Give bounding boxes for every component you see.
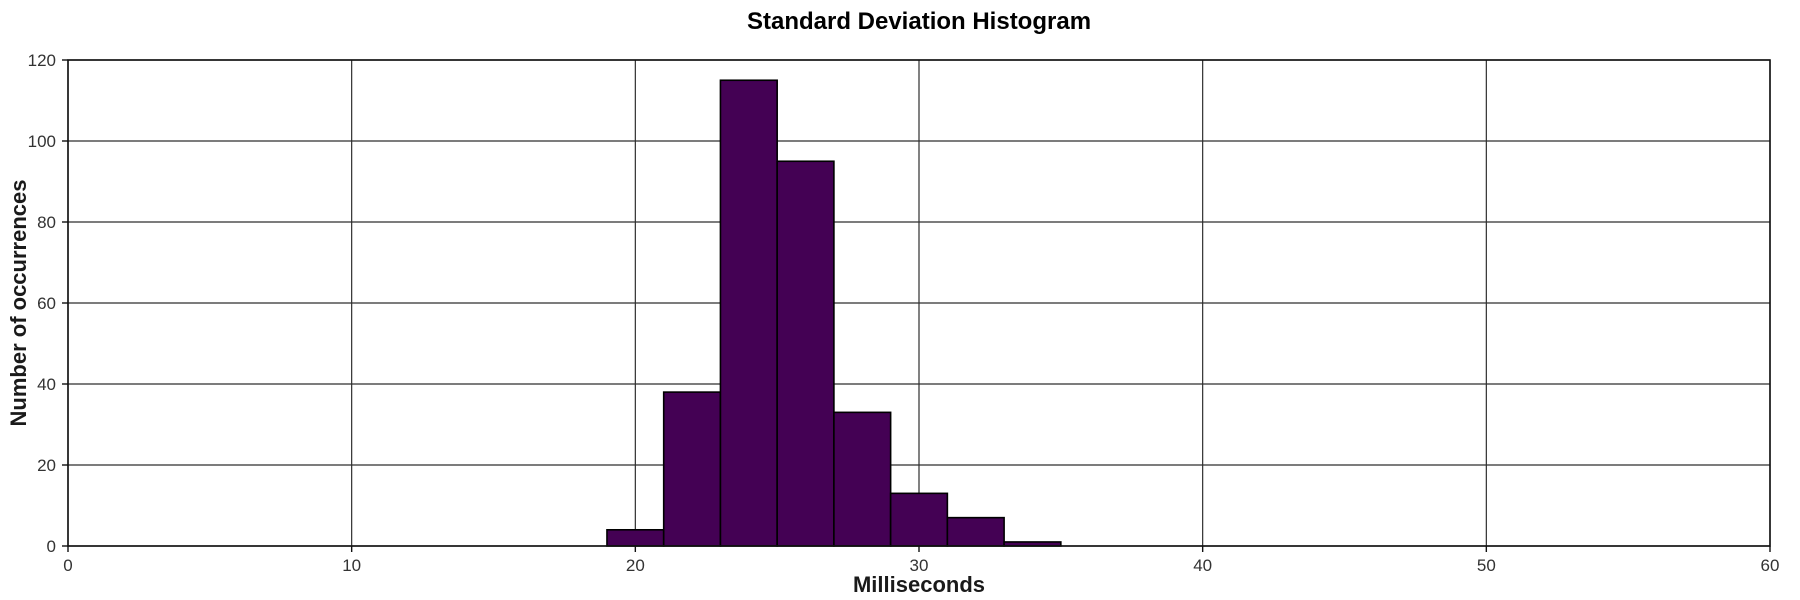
histogram-bar: [833, 411, 892, 547]
x-tick-label: 0: [63, 556, 72, 575]
x-axis-title: Milliseconds: [852, 572, 986, 597]
x-tick-label: 30: [910, 556, 929, 575]
y-tick-label: 60: [37, 294, 56, 313]
x-tick-label: 50: [1477, 556, 1496, 575]
x-tick-label: 10: [342, 556, 361, 575]
y-tick-label: 100: [28, 132, 56, 151]
x-tick-label: 20: [626, 556, 645, 575]
chart-title: Standard Deviation Histogram: [746, 8, 1092, 35]
histogram-bar: [719, 79, 778, 547]
y-tick-label: 120: [28, 51, 56, 70]
histogram-bar: [946, 516, 1005, 547]
y-tick-label: 80: [37, 213, 56, 232]
histogram-bar: [776, 160, 835, 547]
histogram-bar: [889, 492, 949, 547]
histogram-bar: [662, 391, 722, 547]
y-tick-label: 0: [47, 537, 56, 556]
x-tick-label: 60: [1761, 556, 1780, 575]
y-tick-label: 40: [37, 375, 56, 394]
y-tick-label: 20: [37, 456, 56, 475]
x-tick-label: 40: [1193, 556, 1212, 575]
histogram-bar: [606, 528, 665, 547]
